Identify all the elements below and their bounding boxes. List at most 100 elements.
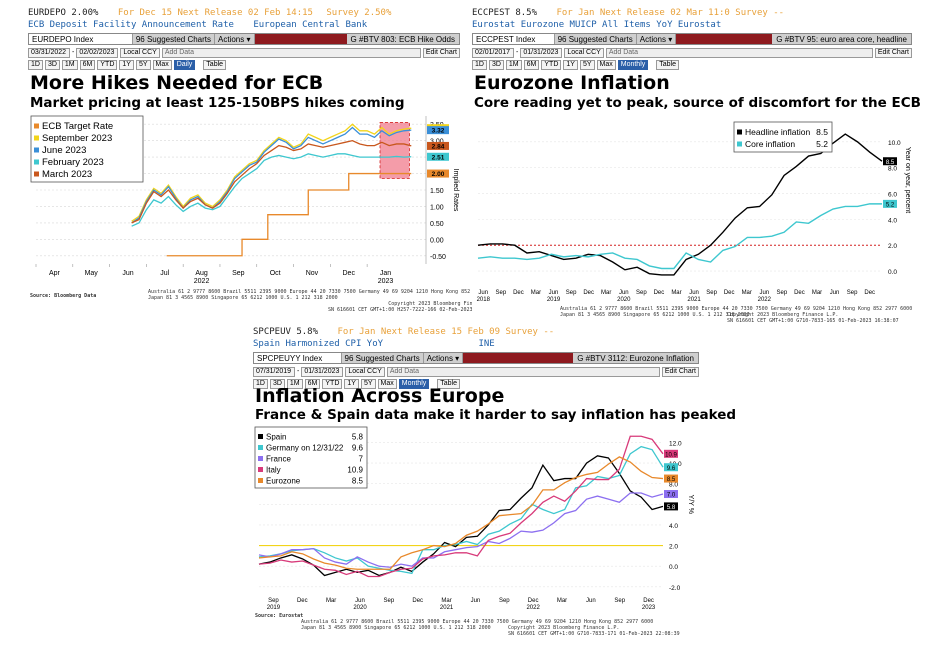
legend-swatch [34, 135, 39, 141]
suggested-charts-button[interactable]: 96 Suggested Charts [342, 353, 424, 363]
footer-line: SN 616601 CET GMT+1:00 G710-7833-165 01-… [727, 318, 899, 324]
x-tick-year: 2023 [378, 278, 394, 285]
actions-menu[interactable]: Actions ▾ [215, 34, 255, 44]
frequency-select[interactable]: Monthly [617, 59, 649, 70]
index-field[interactable]: SPCPEUYY Index [254, 353, 342, 363]
x-tick-label: Dec [528, 598, 539, 604]
period-3d[interactable]: 3D [44, 59, 60, 70]
x-tick-year: 2019 [547, 297, 561, 303]
currency-select[interactable]: Local CCY [120, 47, 160, 58]
period-max[interactable]: Max [596, 59, 616, 70]
period-ytd[interactable]: YTD [541, 59, 562, 70]
x-tick-label: Sep [614, 598, 625, 604]
frequency-select[interactable]: Daily [173, 59, 196, 70]
edit-chart-button[interactable]: Edit Chart [874, 47, 912, 58]
x-tick-label: Dec [643, 598, 654, 604]
x-tick-year: 2020 [353, 605, 367, 611]
edit-chart-button[interactable]: Edit Chart [422, 47, 460, 58]
start-date-input[interactable]: 07/31/2019 [253, 366, 295, 377]
x-tick-label: Jun [122, 270, 133, 277]
period-1m[interactable]: 1M [505, 59, 522, 70]
period-5y[interactable]: 5Y [135, 59, 151, 70]
period-1m[interactable]: 1M [61, 59, 78, 70]
last-value-tag [664, 502, 678, 511]
x-tick-label: Sep [777, 290, 788, 296]
period-1d[interactable]: 1D [253, 378, 268, 389]
x-tick-year: 2021 [440, 605, 454, 611]
y-tick-label: 8.0 [888, 166, 897, 173]
add-data-field[interactable]: Add Data [605, 47, 873, 58]
x-tick-label: May [85, 270, 99, 277]
series-line [258, 456, 664, 570]
frequency-select[interactable]: Monthly [398, 378, 430, 389]
end-date-input[interactable]: 01/31/2023 [301, 366, 344, 377]
chart-icon: 96 [557, 34, 569, 44]
x-tick-label: Mar [326, 598, 336, 604]
add-data-field[interactable]: Add Data [161, 47, 421, 58]
period-1d[interactable]: 1D [472, 59, 487, 70]
period-ytd[interactable]: YTD [322, 378, 343, 389]
footer-copyright: Copyright 2023 Bloomberg Finance L.P. SN… [328, 301, 500, 313]
table-button[interactable]: Table [437, 378, 460, 389]
period-controls: 1D 3D 1M 6M YTD 1Y 5Y Max Monthly Table [472, 59, 912, 70]
x-tick-year: 2022 [758, 297, 772, 303]
index-field[interactable]: ECCPEST Index [473, 34, 555, 44]
currency-select[interactable]: Local CCY [345, 366, 385, 377]
series-line [258, 445, 664, 575]
index-field[interactable]: EURDEPO Index [29, 34, 133, 44]
period-6m[interactable]: 6M [523, 59, 540, 70]
period-max[interactable]: Max [152, 59, 172, 70]
y-tick-label: 4.0 [888, 217, 897, 224]
actions-menu[interactable]: Actions ▾ [424, 353, 464, 363]
suggested-charts-button[interactable]: 96 Suggested Charts [555, 34, 637, 44]
period-ytd[interactable]: YTD [97, 59, 118, 70]
header-line-1: EURDEPO 2.00% For Dec 15 Next Release 02… [28, 8, 460, 20]
period-1y[interactable]: 1Y [563, 59, 578, 70]
x-tick-label: Mar [671, 290, 681, 296]
end-date-input[interactable]: 02/02/2023 [76, 47, 119, 58]
series-source: INE [478, 339, 495, 349]
period-5y[interactable]: 5Y [579, 59, 595, 70]
footer-contacts: Australia 61 2 9777 8600 Brazil 5511 239… [148, 289, 500, 301]
currency-select[interactable]: Local CCY [564, 47, 604, 58]
toolbar: SPCPEUYY Index 96 Suggested Charts Actio… [253, 352, 699, 364]
table-button[interactable]: Table [203, 59, 227, 70]
legend-box [733, 121, 833, 153]
y-tick-label: -2.0 [669, 585, 681, 592]
edit-chart-button[interactable]: Edit Chart [661, 366, 699, 377]
actions-menu[interactable]: Actions ▾ [637, 34, 677, 44]
suggested-charts-button[interactable]: 96 Suggested Charts [133, 34, 216, 44]
panel-inflation-europe: SPCPEUV 5.8% For Jan Next Release 15 Feb… [253, 327, 736, 645]
table-button[interactable]: Table [656, 59, 679, 70]
legend-value: 9.6 [352, 444, 364, 453]
period-3d[interactable]: 3D [488, 59, 504, 70]
footer-line: SN 616601 CET GMT+1:00 G710-7833-171 01-… [508, 631, 680, 637]
last-value-tag [427, 169, 449, 178]
period-6m[interactable]: 6M [79, 59, 96, 70]
x-tick-label: Dec [794, 290, 805, 296]
legend-swatch [34, 171, 39, 177]
period-6m[interactable]: 6M [304, 378, 321, 389]
y-axis-label: Y/Y % [687, 495, 694, 514]
period-3d[interactable]: 3D [269, 378, 285, 389]
chart-tag: G #BTV 803: ECB Hike Odds [350, 34, 456, 44]
x-tick-label: Jan [380, 270, 391, 277]
x-tick-year: 2021 [687, 297, 701, 303]
period-1d[interactable]: 1D [28, 59, 43, 70]
x-tick-label: Dec [343, 270, 356, 277]
period-max[interactable]: Max [377, 378, 397, 389]
x-tick-label: Sep [384, 598, 395, 604]
survey: Survey 2.50% [326, 8, 392, 18]
footer-line: SN 616601 CET GMT+1:00 H257-7222-166 02-… [328, 307, 500, 313]
period-1m[interactable]: 1M [286, 378, 303, 389]
start-date-input[interactable]: 02/01/2017 [472, 47, 514, 58]
period-1y[interactable]: 1Y [119, 59, 134, 70]
x-tick-label: Sep [847, 290, 858, 296]
x-tick-label: Dec [583, 290, 594, 296]
legend-label: February 2023 [42, 157, 104, 168]
period-5y[interactable]: 5Y [360, 378, 376, 389]
end-date-input[interactable]: 01/31/2023 [520, 47, 563, 58]
period-1y[interactable]: 1Y [344, 378, 359, 389]
add-data-field[interactable]: Add Data [386, 366, 660, 377]
start-date-input[interactable]: 03/31/2022 [28, 47, 70, 58]
